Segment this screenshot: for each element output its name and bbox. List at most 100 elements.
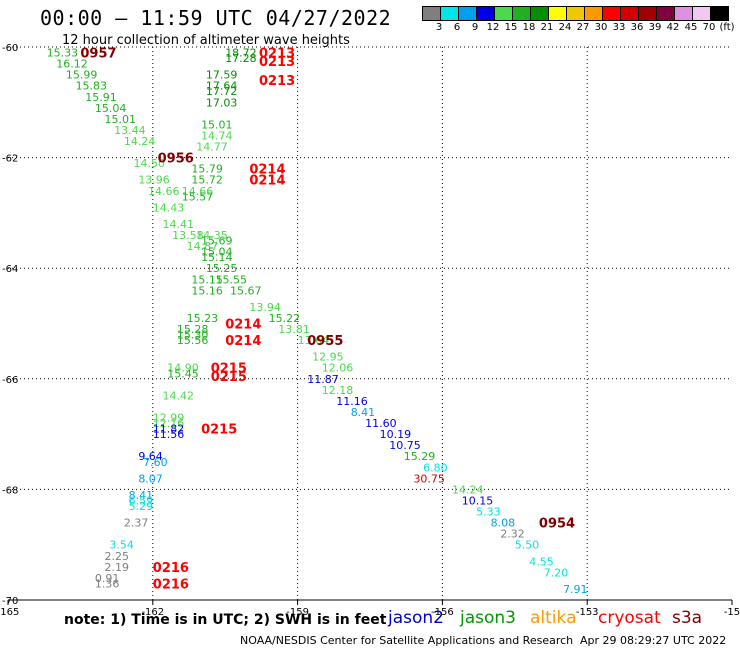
wave-height-label: 8.41 — [351, 406, 376, 419]
color-scale-label: 15 — [504, 22, 518, 33]
wave-height-label: 16.12 — [56, 58, 87, 71]
x-tick-label: -165 — [0, 607, 19, 618]
pass-time-label: 0214 — [225, 318, 261, 333]
color-scale-label: 36 — [630, 22, 644, 33]
wave-height-label: 13.81 — [278, 323, 310, 336]
wave-height-label: 5.50 — [515, 539, 540, 552]
wave-height-label: 15.57 — [182, 190, 214, 203]
pass-time-label: 0213 — [259, 55, 295, 70]
wave-height-label: 2.25 — [105, 550, 129, 563]
color-scale-label: 18 — [522, 22, 536, 33]
wave-height-label: 15.04 — [201, 246, 233, 259]
wave-height-label: 13.58 — [172, 229, 204, 242]
wave-height-label: 12.18 — [322, 384, 354, 397]
wave-height-label: 15.01 — [105, 113, 136, 126]
wave-height-label: 14.90 — [167, 362, 199, 375]
x-tick-label: -159 — [286, 607, 309, 618]
wave-height-label: 13.44 — [114, 124, 146, 137]
color-scale-label: 45 — [684, 22, 698, 33]
wave-height-label: 2.32 — [500, 528, 525, 541]
pass-time-label: 0215 — [211, 370, 247, 385]
wave-height-label: 5.29 — [129, 500, 154, 513]
wave-height-label: 14.41 — [162, 218, 194, 231]
wave-height-label: 15.69 — [201, 235, 233, 248]
wave-height-label: 14.87 — [187, 240, 219, 253]
wave-height-label: 14.66 — [182, 185, 214, 198]
pass-time-label: 0955 — [307, 334, 343, 349]
color-scale-label: 39 — [648, 22, 662, 33]
color-scale-label: 3 — [435, 22, 443, 33]
pass-time-label: 0216 — [153, 577, 189, 592]
wave-height-label: 15.22 — [269, 312, 301, 325]
wave-height-label: 13.64 — [298, 334, 330, 347]
wave-height-label: 14.77 — [196, 141, 228, 154]
color-scale-label: 24 — [558, 22, 572, 33]
wave-height-label: 8.41 — [129, 489, 154, 502]
wave-height-label: 12.06 — [322, 362, 354, 375]
wave-height-label: 12.95 — [312, 351, 344, 364]
wave-height-label: 6.80 — [423, 461, 448, 474]
color-scale-label: 27 — [576, 22, 590, 33]
color-scale-label: 21 — [540, 22, 554, 33]
wave-height-label: 1.36 — [95, 577, 120, 590]
pass-time-label: 0215 — [211, 362, 247, 377]
wave-height-label: 15.55 — [216, 273, 248, 286]
wave-height-label: 15.23 — [187, 312, 219, 325]
wave-height-label: 15.91 — [85, 91, 117, 104]
color-scale-swatches — [422, 6, 729, 21]
wave-height-label: 12.16 — [153, 417, 185, 430]
y-tick-label: -60 — [2, 43, 18, 54]
y-tick-label: -70 — [2, 596, 18, 607]
wave-height-label: 3.54 — [109, 539, 134, 552]
wave-height-label: 4.55 — [529, 555, 554, 568]
wave-height-label: 14.50 — [133, 157, 165, 170]
x-tick-label: -156 — [431, 607, 454, 618]
wave-height-label: 10.75 — [389, 439, 421, 452]
wave-height-label: 10.15 — [462, 494, 494, 507]
wave-height-label: 11.16 — [336, 395, 368, 408]
color-swatch — [710, 6, 729, 21]
y-tick-label: -62 — [2, 154, 18, 165]
wave-height-label: 0.91 — [95, 572, 120, 585]
wave-height-label: 13.94 — [249, 301, 280, 314]
wave-height-label: 11.56 — [153, 428, 185, 441]
x-tick-label: -153 — [576, 607, 599, 618]
wave-height-label: 15.15 — [191, 273, 223, 286]
satellite-legend-item: jason3 — [460, 608, 516, 628]
wave-height-label: 14.43 — [153, 201, 185, 214]
wave-height-label: 15.04 — [95, 102, 127, 115]
color-scale-label: 42 — [666, 22, 680, 33]
satellite-legend-item: altika — [530, 608, 577, 628]
wave-height-label: 17.03 — [206, 96, 238, 109]
wave-height-label: 10.19 — [380, 428, 412, 441]
pass-time-label: 0215 — [201, 423, 237, 438]
wave-height-label: 11.60 — [365, 417, 397, 430]
wave-height-label: 2.19 — [105, 561, 129, 574]
wave-height-label: 14.74 — [201, 129, 233, 142]
wave-height-label: 17.59 — [206, 69, 238, 82]
wave-height-label: 7.20 — [544, 566, 569, 579]
page-title: 00:00 – 11:59 UTC 04/27/2022 — [40, 6, 392, 30]
wave-height-label: 15.30 — [177, 329, 209, 342]
color-scale-label: 9 — [471, 22, 479, 33]
color-scale-label: 6 — [453, 22, 461, 33]
wave-height-label: 18.72 — [225, 47, 257, 60]
wave-height-label: 15.72 — [191, 174, 223, 187]
wave-height-label: 17.28 — [225, 52, 257, 65]
wave-height-label: 17.64 — [206, 80, 238, 93]
wave-height-label: 15.99 — [66, 69, 98, 82]
wave-height-label: 8.08 — [491, 517, 515, 530]
y-tick-label: -68 — [2, 485, 18, 496]
satellite-legend-item: cryosat — [598, 608, 661, 628]
wave-height-label: 2.37 — [124, 517, 149, 530]
wave-height-label: 30.75 — [413, 472, 445, 485]
wave-height-label: 15.79 — [191, 163, 223, 176]
wave-height-label: 15.56 — [177, 334, 209, 347]
pass-time-label: 0956 — [158, 152, 194, 167]
color-scale-label: 12 — [486, 22, 500, 33]
wave-height-label: 8.07 — [138, 472, 163, 485]
wave-height-label: 15.01 — [201, 118, 233, 131]
wave-height-label: 14.35 — [196, 229, 228, 242]
color-scale-label: (ft) — [719, 22, 735, 33]
